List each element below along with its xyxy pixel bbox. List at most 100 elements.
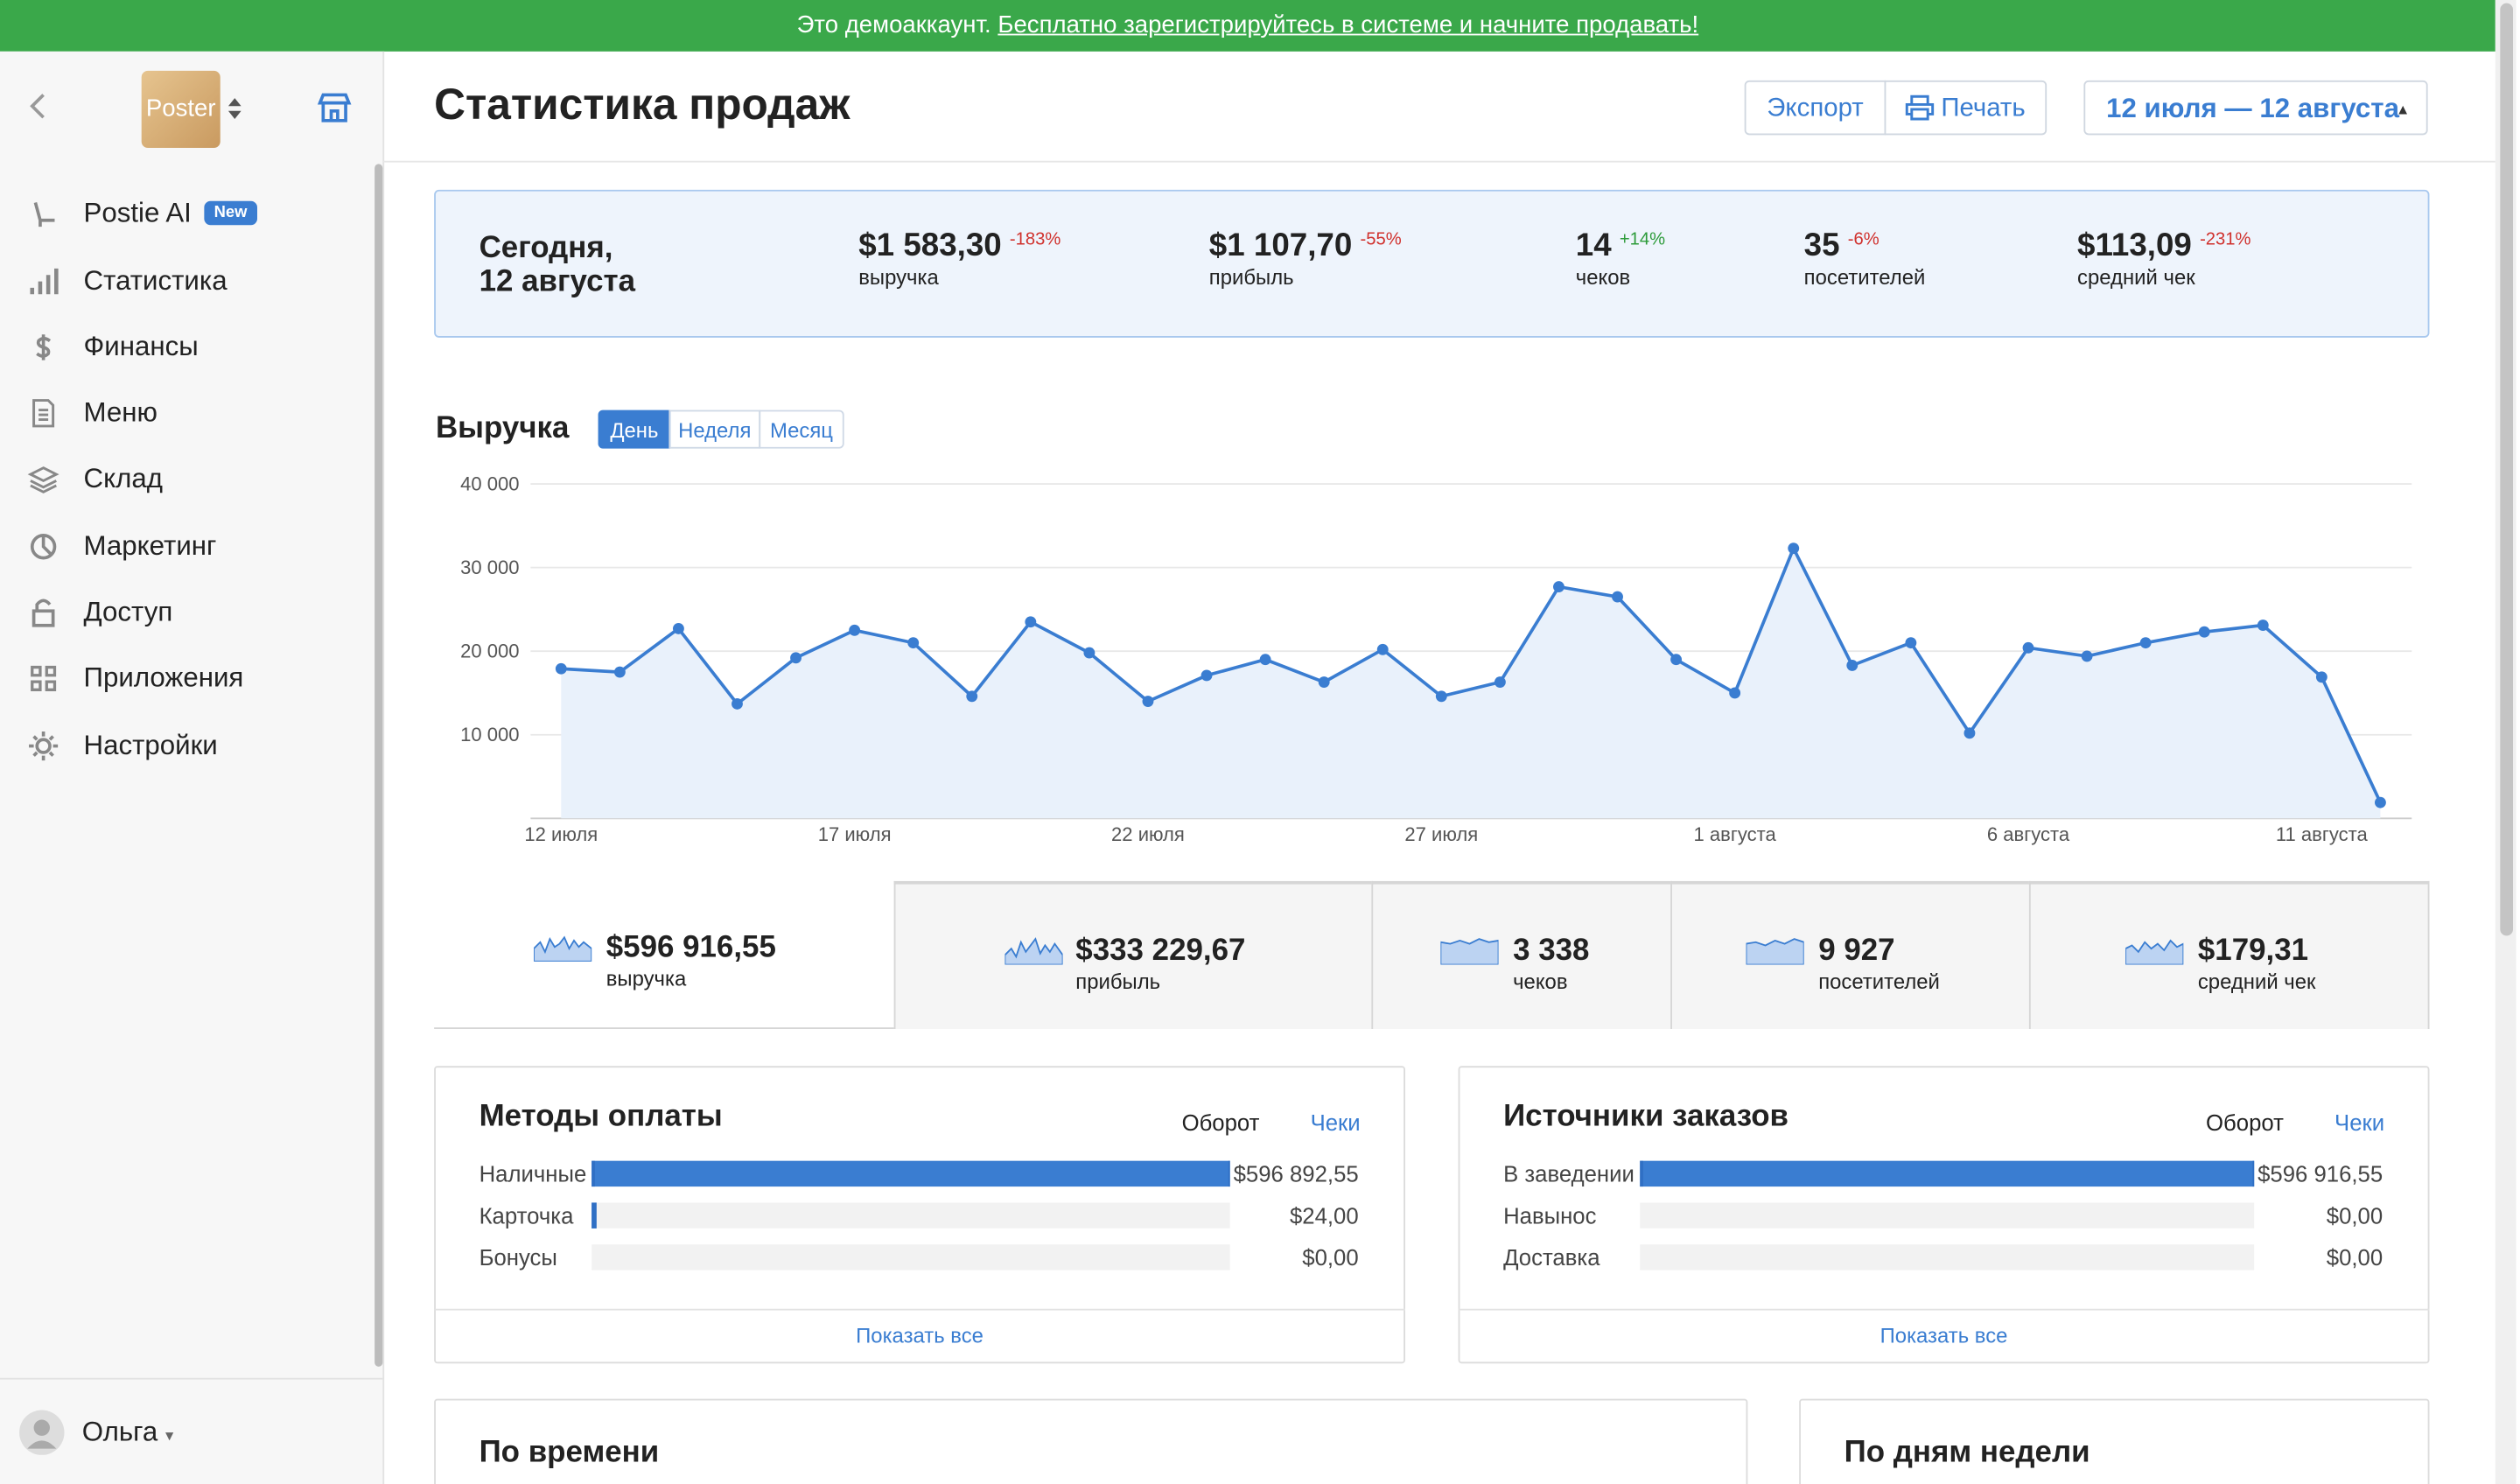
user-avatar [19,1410,65,1455]
total-label: прибыль [1075,970,1161,994]
data-point [2081,650,2093,662]
toggle-turnover[interactable]: Оборот [2206,1109,2284,1136]
sparkline [2125,939,2184,965]
sparkline [1746,938,1804,965]
register-link[interactable]: Бесплатно зарегистрируйтесь в системе и … [998,10,1699,39]
total-cell[interactable]: $179,31 средний чек [2028,880,2430,1029]
data-point [1964,727,1976,739]
metric-change: -6% [1847,229,1880,249]
menu-item[interactable]: Маркетинг [83,530,217,562]
metric-label: чеков [1575,265,1631,290]
card-title: Методы оплаты [479,1099,723,1134]
show-all[interactable]: Показать все [856,1323,984,1348]
total-label: посетителей [1818,970,1940,994]
x-tick-label: 1 августа [1693,823,1776,845]
data-point [1612,591,1623,603]
menu-item[interactable]: Доступ [83,596,173,627]
data-point [555,662,567,675]
print-button[interactable]: Печать [1884,80,2048,136]
total-label: чеков [1513,970,1568,994]
toggle-checks[interactable]: Чеки [1310,1109,1361,1136]
card-title: Источники заказов [1503,1099,1789,1134]
sidebar-scrollbar [374,164,383,1367]
date-range-picker[interactable]: 12 июля — 12 августа ▲ [2083,80,2428,136]
menu-icon [27,466,60,494]
bar-track [592,1244,1230,1270]
tab-day[interactable]: День [598,410,671,449]
data-point [732,697,743,710]
total: $596 916,55 выручка [606,931,776,990]
show-all[interactable]: Показать все [1880,1323,2008,1348]
y-tick-label: 30 000 [460,556,519,578]
data-point [1435,690,1447,703]
total-cell[interactable]: $596 916,55 выручка [434,880,896,1029]
today-metric: 35 -6% посетителей [1804,228,1926,290]
row-value: $596 892,55 [1233,1160,1359,1187]
revenue-line [561,544,2383,803]
data-point [1846,659,1858,671]
revenue-title: Выручка [435,411,570,445]
menu-item[interactable]: Меню [83,396,158,428]
total-cell[interactable]: 9 927 посетителей [1670,880,2031,1029]
user-divider [0,1377,383,1380]
tab-month[interactable]: Месяц [759,410,844,449]
date-range: 12 июля — 12 августа [2106,93,2399,124]
total-value: 9 927 [1818,934,1895,969]
total-cell[interactable]: $333 229,67 прибыль [893,880,1374,1029]
store-icon[interactable] [317,90,352,125]
total-cell[interactable]: 3 338 чеков [1371,880,1672,1029]
user-menu[interactable]: Ольга ▾ [81,1416,174,1447]
revenue-area [561,548,2381,819]
menu-item[interactable]: Приложения [83,662,244,693]
by-time-title: По времени [479,1435,660,1470]
by-weekday-title: По дням недели [1844,1435,2090,1470]
export-button[interactable]: Экспорт [1744,80,1886,136]
logo[interactable]: Poster [141,70,220,149]
bar [592,1160,1230,1187]
bar-track [592,1202,1230,1228]
print-label: Печать [1941,94,2026,122]
bar [592,1202,597,1228]
data-point [1494,676,1506,688]
data-point [1200,669,1213,682]
print-icon [1906,94,1935,121]
y-tick-label: 20 000 [460,640,519,662]
total-value: $333 229,67 [1075,934,1246,969]
row-value: $596 916,55 [2258,1160,2384,1187]
page-scrollbar [2495,0,2516,1484]
sparkline [534,935,592,962]
data-point [1788,542,1800,555]
data-point [672,622,684,634]
menu-item[interactable]: Склад [83,463,163,494]
tab-week[interactable]: Неделя [668,410,761,449]
x-tick-label: 6 августа [1987,823,2070,845]
logo-switch[interactable] [225,96,244,122]
data-point [2139,637,2152,649]
x-tick-label: 22 июля [1111,823,1185,845]
today-metric: $113,09 -231% средний чек [2077,228,2250,290]
data-point [1670,654,1683,666]
menu-icon [33,202,55,228]
metric-label: посетителей [1803,265,1926,290]
row-value: $0,00 [2326,1244,2384,1270]
row-value: $0,00 [2326,1202,2384,1228]
data-point [2257,620,2269,631]
menu-item[interactable]: Настройки [83,730,218,761]
total-value: 3 338 [1513,934,1590,969]
row-name: Наличные [479,1160,587,1187]
data-point [1729,687,1741,699]
menu-icon [29,732,59,761]
metric-label: прибыль [1208,265,1294,290]
toggle-checks[interactable]: Чеки [2334,1109,2385,1136]
menu-item[interactable]: Postie AI New [84,198,257,230]
back-button[interactable] [23,90,55,122]
bar-track [1640,1244,2255,1270]
metric-value: $1 107,70 [1208,228,1353,264]
today-date: 12 августа [479,265,636,299]
menu-item[interactable]: Статистика [83,265,228,297]
menu-item[interactable]: Финансы [83,331,199,362]
x-tick-label: 27 июля [1404,823,1478,845]
toggle-turnover[interactable]: Оборот [1181,1109,1260,1136]
data-point [1259,654,1271,666]
menu-icon [32,399,55,428]
